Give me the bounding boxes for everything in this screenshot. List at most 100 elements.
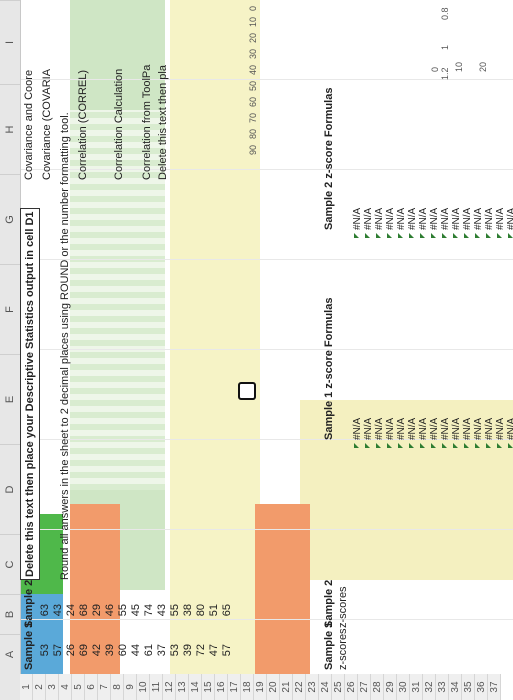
- column-header-e[interactable]: E: [0, 354, 20, 444]
- row-header-26[interactable]: 26: [345, 674, 358, 700]
- column-header-i[interactable]: I: [0, 0, 20, 84]
- row-header-37[interactable]: 37: [488, 674, 501, 700]
- error-indicator-icon: [431, 443, 436, 448]
- sample-2-value[interactable]: 65: [221, 604, 233, 617]
- axis-tick-x: 0: [430, 66, 440, 72]
- column-header-d[interactable]: D: [0, 444, 20, 534]
- row-header-6[interactable]: 6: [85, 674, 98, 700]
- row-header-2[interactable]: 2: [33, 674, 46, 700]
- error-indicator-icon: [365, 443, 370, 448]
- zscore-formulas-1-header[interactable]: Sample 1 z-score Formulas: [323, 297, 335, 440]
- error-indicator-icon: [387, 443, 392, 448]
- row-header-16[interactable]: 16: [215, 674, 228, 700]
- column-header-c[interactable]: C: [0, 534, 20, 594]
- row-header-31[interactable]: 31: [410, 674, 423, 700]
- row-header-3[interactable]: 3: [46, 674, 59, 700]
- row-header-12[interactable]: 12: [163, 674, 176, 700]
- row-header-24[interactable]: 24: [319, 674, 332, 700]
- row-header-34[interactable]: 34: [449, 674, 462, 700]
- covariance-title[interactable]: Covariance and Coore: [23, 69, 35, 180]
- axis-tick-y: 50: [248, 80, 258, 91]
- row-header-15[interactable]: 15: [202, 674, 215, 700]
- error-indicator-icon: [398, 443, 403, 448]
- row-header-33[interactable]: 33: [436, 674, 449, 700]
- row-header-25[interactable]: 25: [332, 674, 345, 700]
- row-header-18[interactable]: 18: [241, 674, 254, 700]
- error-indicator-icon: [376, 233, 381, 238]
- axis-tick-x: 10: [454, 61, 464, 72]
- row-header-27[interactable]: 27: [358, 674, 371, 700]
- error-indicator-icon: [508, 443, 513, 448]
- row-header-17[interactable]: 17: [228, 674, 241, 700]
- error-indicator-icon: [453, 443, 458, 448]
- cell-cursor-icon: [238, 382, 256, 400]
- axis-tick-y: 40: [248, 64, 258, 75]
- column-header-g[interactable]: G: [0, 174, 20, 264]
- error-indicator-icon: [431, 233, 436, 238]
- axis-tick-y2: 0.8: [440, 7, 450, 20]
- row-header-19[interactable]: 19: [254, 674, 267, 700]
- row-header-22[interactable]: 22: [293, 674, 306, 700]
- error-indicator-icon: [453, 233, 458, 238]
- axis-tick-y2: 1: [440, 44, 450, 50]
- error-indicator-icon: [409, 233, 414, 238]
- row-header-35[interactable]: 35: [462, 674, 475, 700]
- column-header-bar: A B C D E F G H I: [0, 0, 21, 700]
- axis-tick-x: 20: [478, 61, 488, 72]
- row-header-23[interactable]: 23: [306, 674, 319, 700]
- row-header-7[interactable]: 7: [98, 674, 111, 700]
- row-header-30[interactable]: 30: [397, 674, 410, 700]
- delete-text[interactable]: Delete this text then pla: [157, 65, 169, 180]
- row-header-14[interactable]: 14: [189, 674, 202, 700]
- error-indicator-icon: [464, 443, 469, 448]
- column-header-b[interactable]: B: [0, 594, 20, 634]
- error-indicator-icon: [486, 443, 491, 448]
- error-indicator-icon: [376, 443, 381, 448]
- row-header-21[interactable]: 21: [280, 674, 293, 700]
- row-header-10[interactable]: 10: [137, 674, 150, 700]
- correlation-correl[interactable]: Correlation (CORREL): [77, 69, 89, 180]
- sample-1-value[interactable]: 57: [221, 644, 233, 657]
- row-header-13[interactable]: 13: [176, 674, 189, 700]
- row-header-36[interactable]: 36: [475, 674, 488, 700]
- error-indicator-icon: [442, 443, 447, 448]
- zscore-formulas-2-header[interactable]: Sample 2 z-score Formulas: [323, 87, 335, 230]
- axis-tick-y: 60: [248, 96, 258, 107]
- row-header-9[interactable]: 9: [124, 674, 137, 700]
- error-indicator-icon: [442, 233, 447, 238]
- column-header-f[interactable]: F: [0, 264, 20, 354]
- row-header-28[interactable]: 28: [371, 674, 384, 700]
- covariance-tool[interactable]: Covariance (COVARIA: [41, 68, 53, 180]
- error-indicator-icon: [475, 233, 480, 238]
- error-indicator-icon: [354, 443, 359, 448]
- error-indicator-icon: [486, 233, 491, 238]
- round-instruction[interactable]: Round all answers in the sheet to 2 deci…: [59, 112, 71, 580]
- row-header-29[interactable]: 29: [384, 674, 397, 700]
- column-header-h[interactable]: H: [0, 84, 20, 174]
- zscore-na-cell[interactable]: #N/A: [506, 207, 513, 230]
- row-header-1[interactable]: 1: [20, 674, 33, 700]
- axis-tick-y: 10: [248, 16, 258, 27]
- row-header-20[interactable]: 20: [267, 674, 280, 700]
- axis-tick-y: 80: [248, 128, 258, 139]
- d1-instruction[interactable]: Delete this text then place your Descrip…: [20, 208, 40, 580]
- error-indicator-icon: [354, 233, 359, 238]
- row-header-4[interactable]: 4: [59, 674, 72, 700]
- error-indicator-icon: [464, 233, 469, 238]
- correlation-calc[interactable]: Correlation Calculation: [113, 68, 125, 180]
- row-header-5[interactable]: 5: [72, 674, 85, 700]
- zscore-sub-2[interactable]: z-scores: [337, 586, 349, 628]
- row-header-8[interactable]: 8: [111, 674, 124, 700]
- row-header-11[interactable]: 11: [150, 674, 163, 700]
- zscore-sub-1[interactable]: z-scores: [337, 628, 349, 670]
- column-header-a[interactable]: A: [0, 634, 20, 674]
- row-header-32[interactable]: 32: [423, 674, 436, 700]
- error-indicator-icon: [420, 233, 425, 238]
- error-indicator-icon: [420, 443, 425, 448]
- error-indicator-icon: [475, 443, 480, 448]
- zscore-na-cell[interactable]: #N/A: [506, 417, 513, 440]
- error-indicator-icon: [387, 233, 392, 238]
- error-indicator-icon: [398, 233, 403, 238]
- error-indicator-icon: [508, 233, 513, 238]
